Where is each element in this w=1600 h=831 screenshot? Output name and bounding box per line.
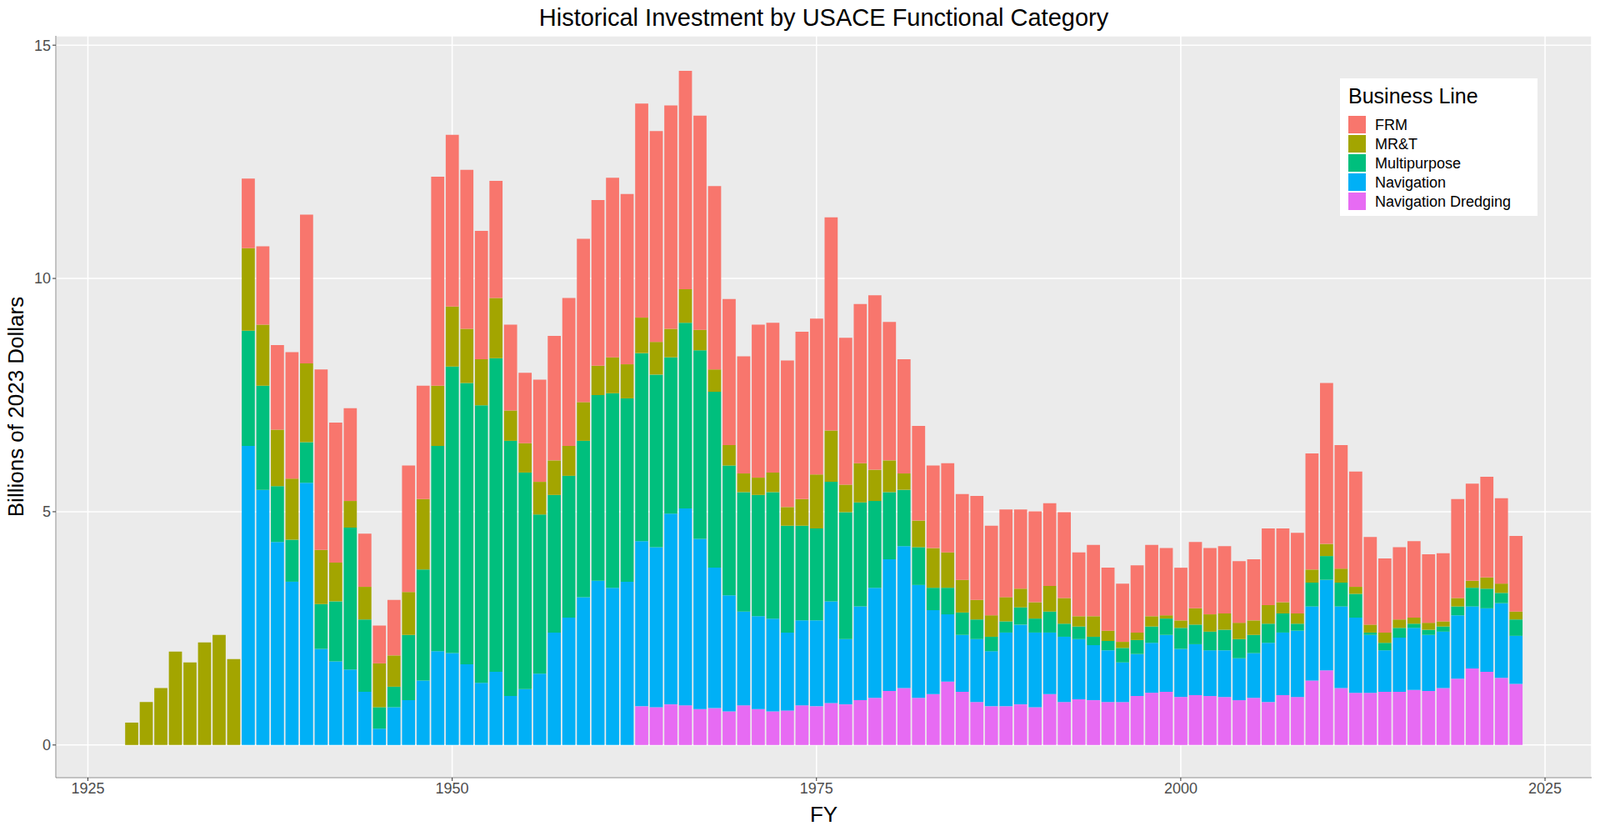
svg-text:FY: FY [810, 801, 838, 827]
svg-text:Navigation: Navigation [1375, 174, 1446, 191]
svg-text:Billions of 2023 Dollars: Billions of 2023 Dollars [6, 296, 29, 517]
svg-text:Multipurpose: Multipurpose [1375, 155, 1461, 172]
svg-text:0: 0 [42, 736, 51, 754]
svg-text:FRM: FRM [1375, 116, 1408, 134]
svg-text:10: 10 [34, 270, 51, 287]
svg-text:1975: 1975 [800, 780, 834, 797]
svg-text:MR&T: MR&T [1375, 135, 1418, 153]
svg-text:Business Line: Business Line [1348, 84, 1479, 108]
svg-text:Navigation Dredging: Navigation Dredging [1375, 193, 1511, 210]
svg-text:2025: 2025 [1528, 780, 1562, 797]
svg-text:15: 15 [34, 37, 51, 55]
svg-text:1925: 1925 [70, 780, 105, 797]
svg-text:2000: 2000 [1164, 780, 1198, 797]
svg-text:1950: 1950 [435, 780, 470, 797]
svg-text:5: 5 [42, 503, 51, 520]
svg-text:Historical Investment by USACE: Historical Investment by USACE Functiona… [539, 4, 1110, 31]
